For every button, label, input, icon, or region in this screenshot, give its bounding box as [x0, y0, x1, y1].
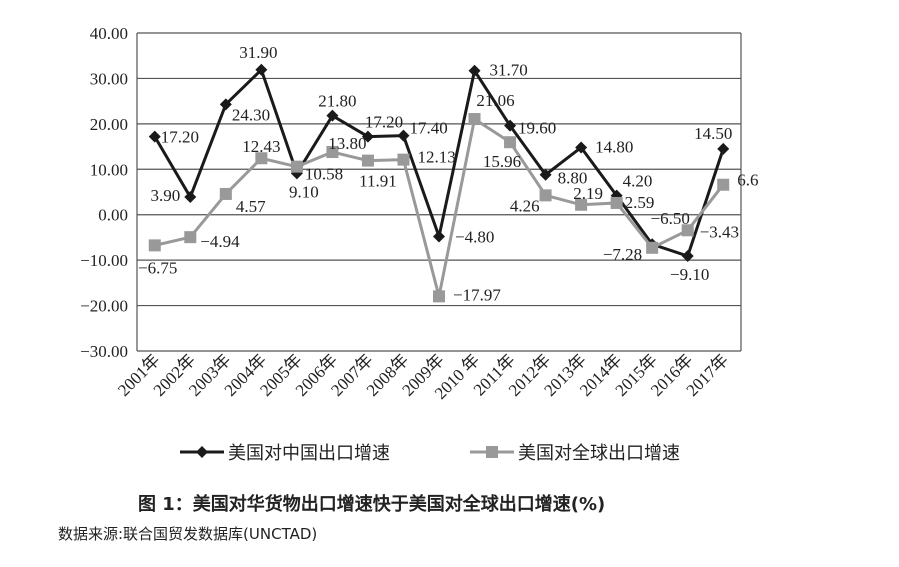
data-label: 12.43	[242, 137, 280, 156]
data-point-diamond	[539, 168, 552, 181]
y-tick-label: 10.00	[90, 160, 128, 179]
data-label: 24.30	[232, 105, 270, 124]
data-label: 3.90	[151, 186, 181, 205]
data-label: 21.80	[318, 92, 356, 111]
data-label: 17.40	[409, 119, 447, 138]
data-label: 2.59	[625, 193, 655, 212]
data-point-diamond	[468, 64, 481, 77]
data-point-square	[575, 198, 588, 211]
data-point-square	[610, 196, 623, 209]
data-point-square	[539, 189, 552, 202]
data-point-diamond	[184, 190, 197, 203]
data-point-diamond	[717, 142, 730, 155]
data-label: 2.19	[573, 184, 603, 203]
data-label: 15.96	[483, 152, 521, 171]
data-label: −3.43	[700, 222, 739, 241]
data-label: −17.97	[453, 285, 501, 304]
data-label: 14.50	[694, 124, 732, 143]
series-china: 17.20 3.90 24.30 31.90 9.10 21.80 17.20 17.40 −4…	[148, 43, 732, 284]
data-point-square	[255, 152, 268, 165]
data-label: −7.28	[603, 245, 642, 264]
data-label: 4.57	[236, 197, 266, 216]
data-label: 4.26	[510, 196, 540, 215]
legend-item: 美国对全球出口增速	[470, 443, 680, 464]
legend-square-icon	[486, 446, 498, 458]
data-point-square	[433, 290, 445, 303]
data-point-square	[504, 136, 517, 149]
y-tick-label: 0.00	[98, 206, 128, 225]
data-label: 12.13	[417, 148, 455, 167]
legend-diamond-icon	[196, 446, 208, 458]
data-label: 9.10	[289, 182, 319, 201]
data-point-square	[646, 241, 659, 254]
data-point-diamond	[681, 250, 694, 263]
data-point-diamond	[397, 129, 410, 142]
data-point-diamond	[148, 130, 161, 143]
data-label: 4.20	[623, 172, 653, 191]
data-label: 14.80	[595, 137, 633, 156]
series-global: −6.75 −4.94 4.57 12.43 10.58 13.80 11.91 12.13 −…	[138, 91, 758, 304]
data-point-diamond	[504, 119, 517, 132]
data-point-square	[290, 160, 303, 173]
data-point-square	[184, 231, 197, 244]
data-label: 6.6	[737, 171, 758, 190]
data-point-diamond	[575, 141, 588, 154]
chart-source: 数据来源:联合国贸发数据库(UNCTAD)	[58, 525, 318, 543]
data-label: 31.70	[490, 61, 528, 80]
legend-label: 美国对全球出口增速	[518, 443, 680, 464]
line-chart: 40.00 30.00 20.00 10.00 0.00 −10.00 −20.00 −30.…	[80, 24, 758, 464]
data-label: 21.06	[476, 91, 514, 110]
data-point-square	[681, 224, 694, 237]
y-tick-label: 20.00	[90, 115, 128, 134]
data-point-square	[468, 113, 481, 126]
data-label: −6.75	[138, 258, 177, 277]
data-label: 8.80	[558, 169, 588, 188]
data-point-diamond	[219, 98, 232, 111]
y-tick-label: −30.00	[80, 342, 128, 361]
data-point-square	[219, 187, 232, 200]
data-point-diamond	[433, 230, 445, 243]
data-point-square	[148, 239, 161, 252]
data-point-diamond	[255, 63, 268, 76]
data-point-square	[397, 153, 410, 166]
data-point-square	[361, 154, 374, 167]
legend-label: 美国对中国出口增速	[228, 443, 390, 464]
data-label: 31.90	[239, 43, 277, 62]
data-label: −6.50	[651, 209, 690, 228]
y-tick-label: 40.00	[90, 24, 128, 43]
data-point-diamond	[361, 130, 374, 143]
data-label: −9.10	[670, 265, 709, 284]
data-label: 10.58	[305, 165, 343, 184]
y-tick-label: −10.00	[80, 251, 128, 270]
data-label: 19.60	[518, 119, 556, 138]
data-point-square	[326, 146, 339, 159]
data-label: 17.20	[161, 128, 199, 147]
data-label: −4.94	[200, 232, 240, 251]
chart-title: 图 1：美国对华货物出口增速快于美国对全球出口增速(%)	[138, 494, 606, 515]
data-label: 11.91	[359, 172, 397, 191]
y-tick-label: 30.00	[90, 69, 128, 88]
legend-item: 美国对中国出口增速	[180, 443, 390, 464]
data-label: −4.80	[455, 228, 494, 247]
data-point-diamond	[326, 109, 339, 122]
data-label: 17.20	[365, 113, 403, 132]
y-tick-label: −20.00	[80, 297, 128, 316]
data-label: 13.80	[328, 134, 366, 153]
data-point-square	[717, 178, 730, 191]
